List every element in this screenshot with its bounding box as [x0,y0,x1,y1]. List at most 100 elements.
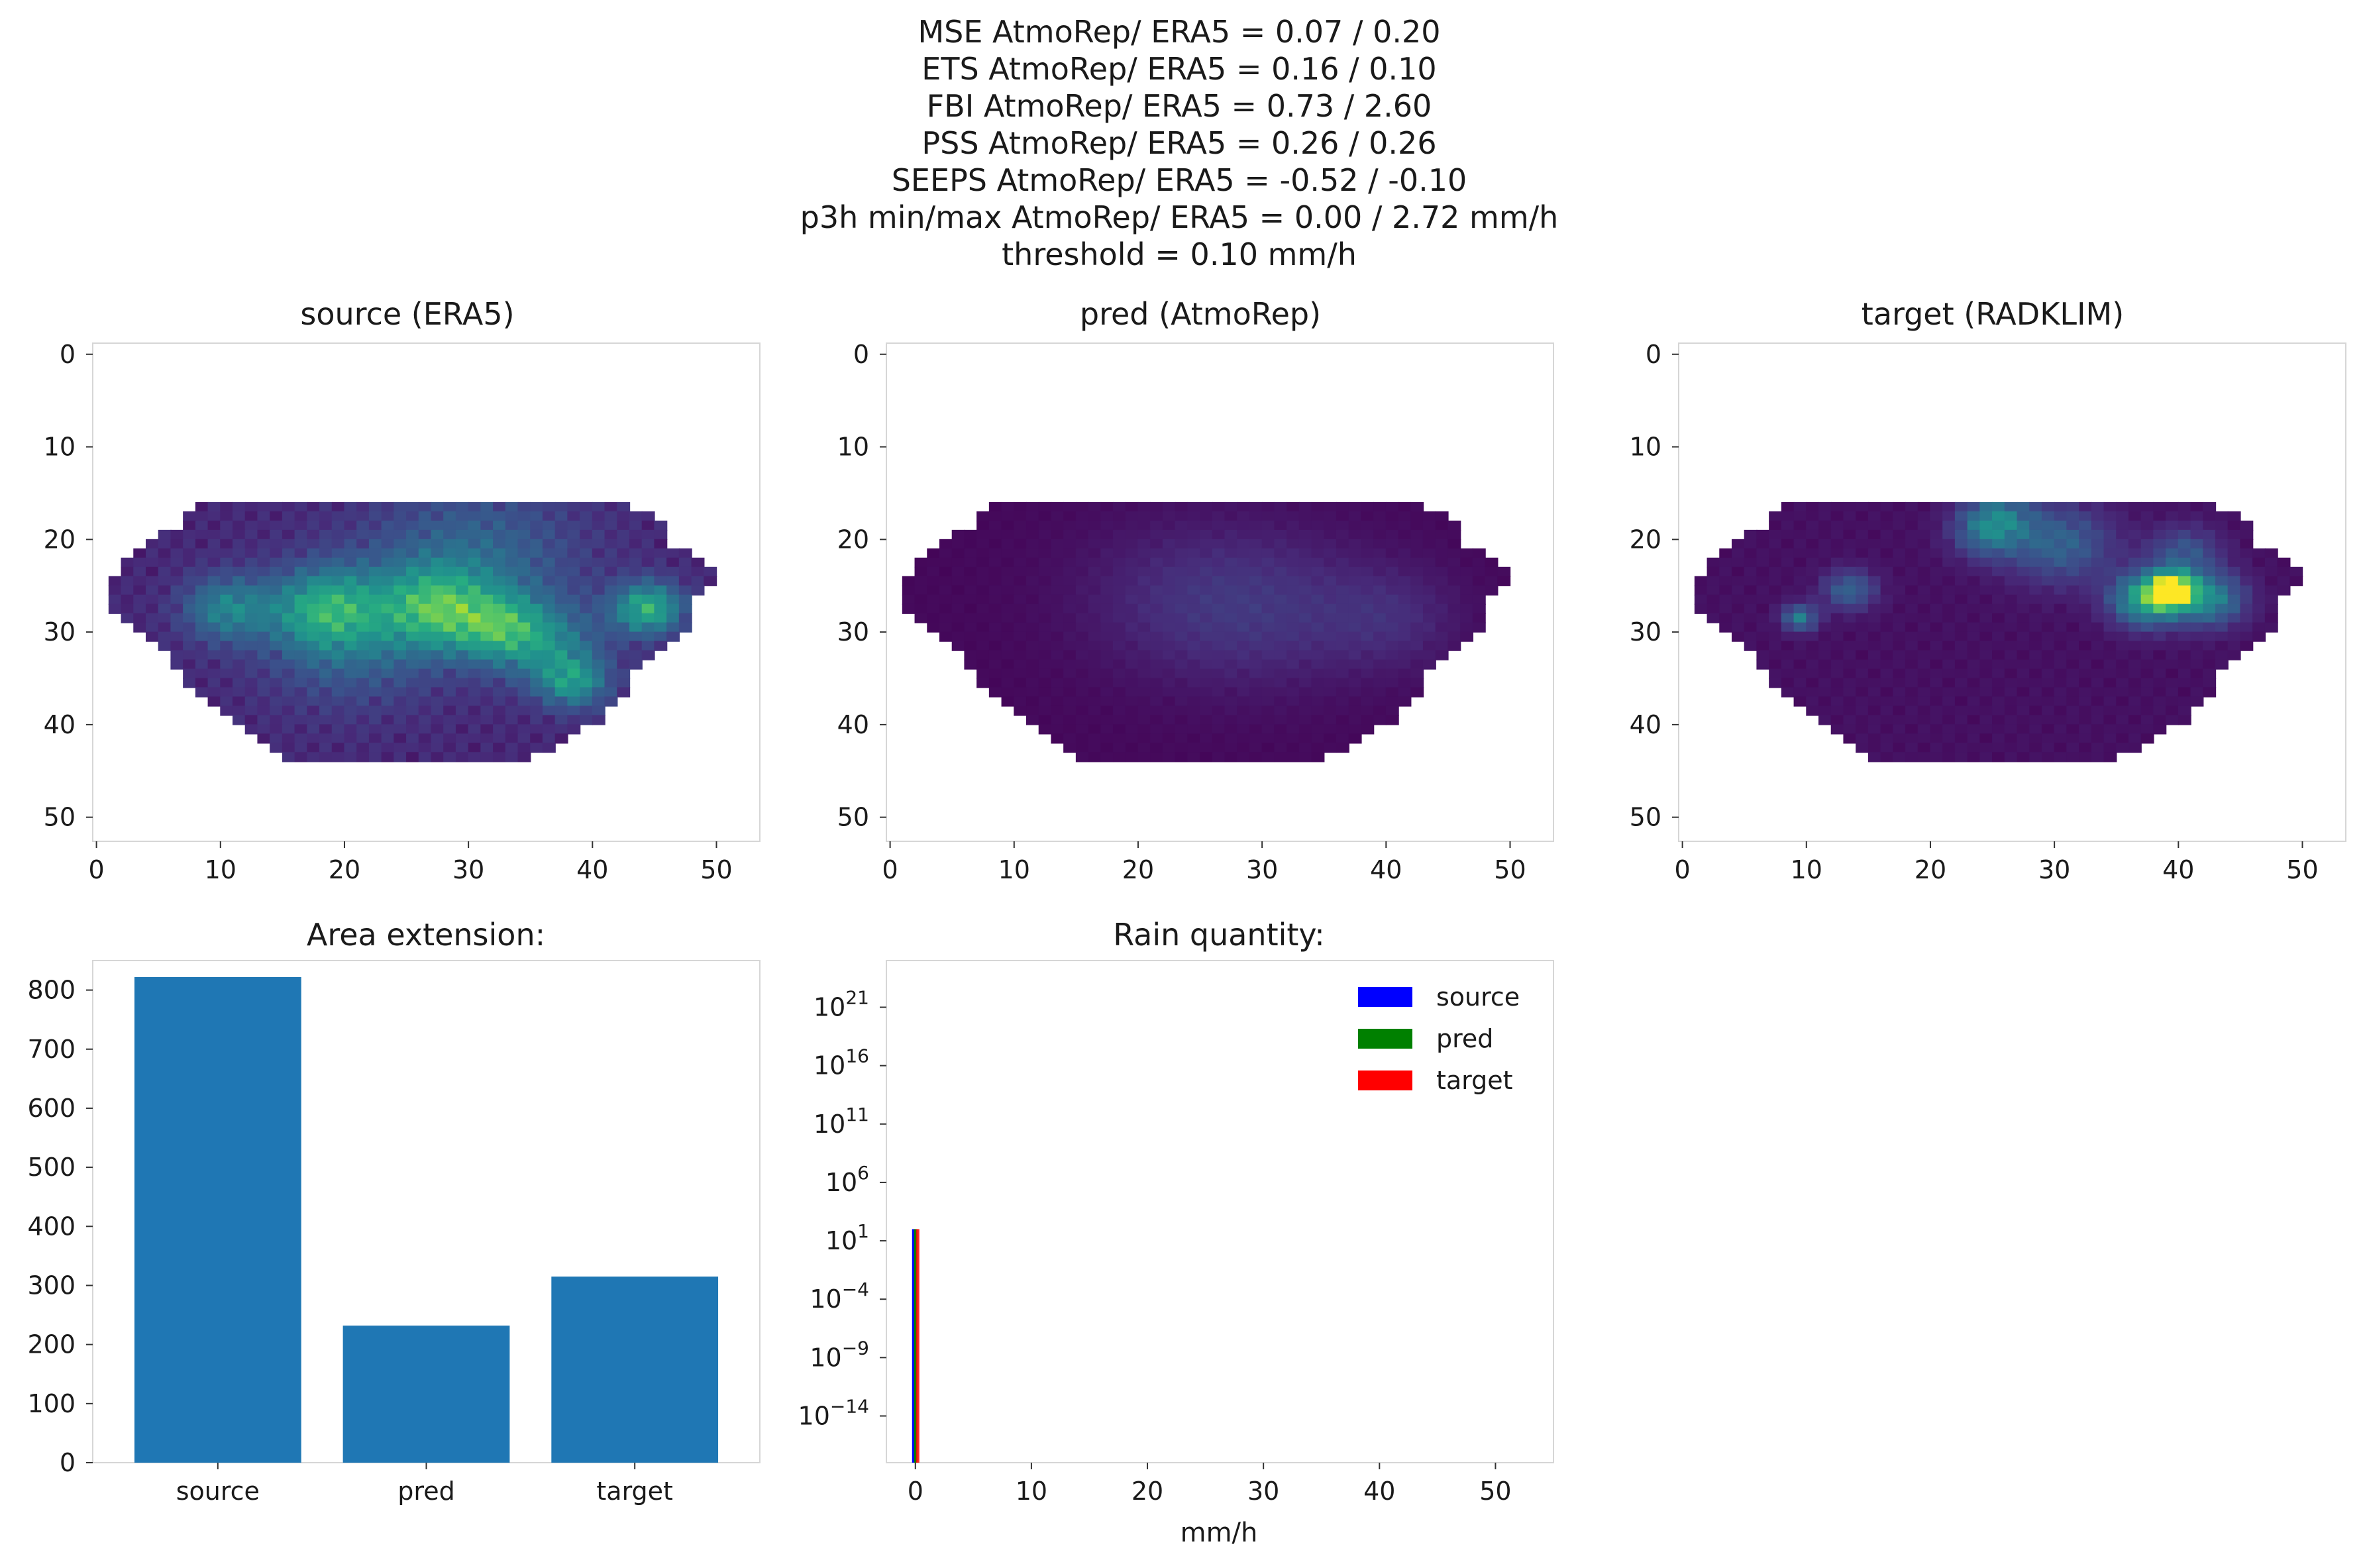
heatmap-cell [1348,511,1362,522]
heatmap-cell [2203,613,2217,623]
heatmap-cell [1200,603,1213,614]
heatmap-cell [1867,566,1881,577]
heatmap-cell [121,557,134,568]
heatmap-cell [505,631,519,642]
heatmap-cell [282,576,295,586]
heatmap-cell [1311,501,1325,513]
heatmap-cell [1274,548,1288,558]
heatmap-cell [443,501,457,513]
heatmap-cell [641,631,655,642]
heatmap-cell [331,613,345,623]
heatmap-cell [1237,594,1251,605]
heatmap-cell [604,511,618,522]
heatmap-cell [1856,659,1869,670]
heatmap-cell [1298,631,1312,642]
heatmap-cell [1893,603,1907,614]
heatmap-cell [480,548,494,558]
heatmap-cell [431,529,445,541]
heatmap-cell [666,631,680,642]
heatmap-cell [468,576,482,586]
heatmap-cell [1830,659,1844,670]
heatmap-cell [976,511,990,522]
heatmap-cell [1287,539,1300,550]
heatmap-cell [2277,585,2291,596]
heatmap-cell [1298,566,1312,577]
heatmap-cell [1298,724,1312,735]
heatmap-cell [1954,752,1968,762]
heatmap-cell [1781,539,1795,550]
heatmap-cell [988,678,1002,688]
heatmap-cell [1979,650,1993,660]
heatmap-cell [1793,520,1807,531]
heatmap-cell [1867,650,1881,660]
heatmap-cell [233,696,246,707]
heatmap-cell [1137,566,1151,577]
heatmap-cell [1756,603,1770,614]
heatmap-cell [1435,631,1449,642]
heatmap-cell [244,641,258,651]
heatmap-cell [1806,650,1820,660]
heatmap-cell [1125,548,1139,558]
heatmap-cell [517,668,531,679]
heatmap-cell [1237,622,1251,633]
y-tick-label: 10 [837,433,869,462]
heatmap-cell [1261,511,1275,522]
heatmap-cell [244,724,258,735]
heatmap-cell [1026,566,1039,577]
heatmap-cell [1088,501,1102,513]
heatmap-cell [1212,696,1226,707]
heatmap-cell [505,501,519,513]
heatmap-cell [2091,733,2105,744]
heatmap-cell [1125,752,1139,762]
heatmap-cell [1769,622,1783,633]
heatmap-cell [629,613,643,623]
heatmap-cell [2140,594,2154,605]
heatmap-cell [1769,529,1783,541]
heatmap-cell [480,659,494,670]
heatmap-cell [2166,594,2180,605]
heatmap-cell [2004,539,2018,550]
heatmap-cell [1075,668,1089,679]
heatmap-cell [455,585,469,596]
heatmap-cell [951,641,965,651]
heatmap-cell [1818,566,1832,577]
heatmap-cell [2004,733,2018,744]
heatmap-cell [1793,641,1807,651]
heatmap-cell [1100,622,1114,633]
heatmap-cell [1942,733,1956,744]
heatmap-cell [1287,631,1300,642]
y-tick-label: 0 [1646,340,1661,369]
heatmap-cell [1249,659,1263,670]
heatmap-cell [344,659,358,670]
heatmap-cell [294,548,308,558]
heatmap-cell [307,557,321,568]
heatmap-cell [1212,603,1226,614]
heatmap-cell [270,650,284,660]
heatmap-cell [1249,678,1263,688]
heatmap-cell [530,511,544,522]
heatmap-cell [1843,715,1857,725]
heatmap-cell [1398,613,1412,623]
heatmap-cell [195,678,209,688]
heatmap-cell [2029,557,2043,568]
heatmap-cell [1200,650,1213,660]
heatmap-cell [1237,539,1251,550]
heatmap-cell [654,594,668,605]
heatmap-cell [319,724,333,735]
heatmap-cell [1200,501,1213,513]
heatmap-cell [344,557,358,568]
heatmap-cell [1905,641,1918,651]
heatmap-cell [331,529,345,541]
heatmap-cell [1287,594,1300,605]
heatmap-cell [2079,706,2092,716]
heatmap-cell [1967,603,1981,614]
heatmap-cell [2091,650,2105,660]
heatmap-cell [1867,752,1881,762]
heatmap-cell [1992,529,2005,541]
heatmap-cell [455,511,469,522]
heatmap-cell [1942,576,1956,586]
heatmap-cell [530,557,544,568]
heatmap-cell [939,622,953,633]
heatmap-cell [1125,539,1139,550]
heatmap-cell [1224,511,1238,522]
